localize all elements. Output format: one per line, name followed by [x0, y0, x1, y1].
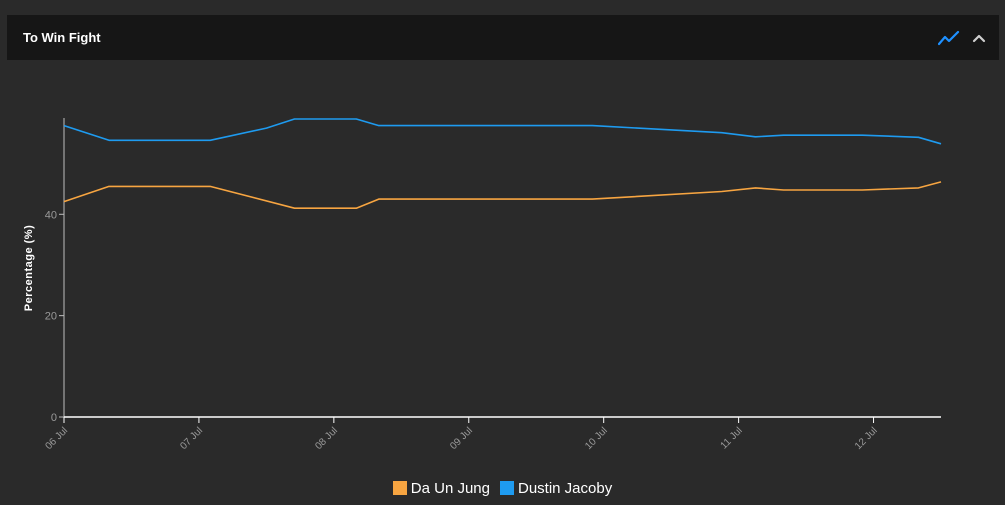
collapse-button[interactable]	[967, 26, 991, 50]
legend-label: Dustin Jacoby	[518, 479, 613, 497]
x-tick-label: 11 Jul	[719, 425, 745, 451]
line-chart-icon	[938, 30, 960, 46]
x-tick-label: 06 Jul	[43, 425, 70, 452]
legend-item-dustin-jacoby[interactable]: Dustin Jacoby	[500, 480, 612, 497]
series-line-dustin-jacoby	[63, 118, 942, 145]
legend: Da Un Jung Dustin Jacoby	[0, 477, 1005, 499]
line-chart: Percentage (%) 0 20 40 06 Jul 07 Jul 08 Jul 09…	[23, 118, 942, 452]
x-tick-label: 09 Jul	[448, 425, 475, 452]
panel-header: To Win Fight	[7, 15, 999, 60]
panel-title: To Win Fight	[23, 30, 101, 45]
legend-item-da-un-jung[interactable]: Da Un Jung	[392, 479, 490, 497]
y-tick-label: 20	[45, 311, 57, 323]
x-tick-label: 12 Jul	[853, 425, 880, 452]
x-tick-label: 07 Jul	[178, 425, 205, 452]
legend-label: Da Un Jung	[410, 479, 490, 497]
y-tick-label: 40	[45, 209, 57, 221]
series-line-da-un-jung	[63, 181, 942, 209]
chart-type-button[interactable]	[937, 26, 961, 50]
x-tick-label: 08 Jul	[313, 425, 340, 452]
legend-swatch	[500, 481, 514, 495]
y-axis-title: Percentage (%)	[23, 225, 35, 311]
legend-swatch	[392, 481, 407, 495]
y-tick-label: 0	[51, 412, 57, 424]
chevron-up-icon	[972, 34, 986, 43]
x-tick-label: 10 Jul	[583, 425, 610, 452]
